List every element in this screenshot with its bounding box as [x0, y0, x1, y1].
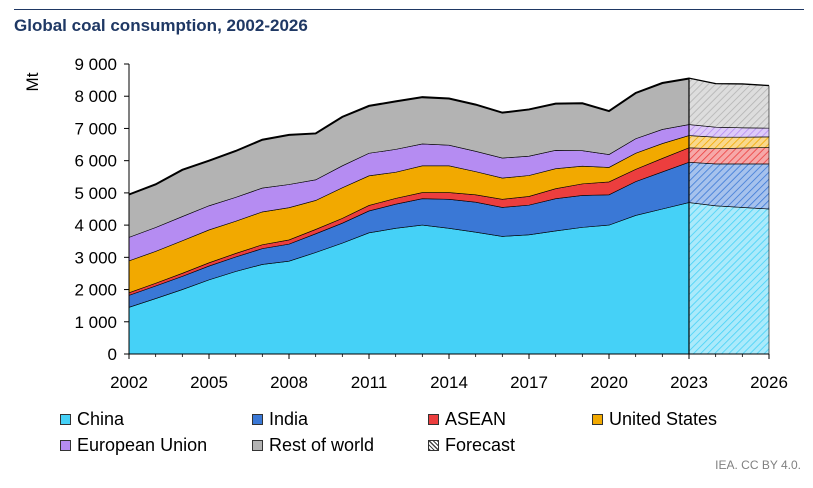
legend-item-forecast: Forecast [428, 434, 515, 456]
x-tick-label: 2002 [110, 373, 148, 392]
x-tick-label: 2017 [510, 373, 548, 392]
legend-swatch [252, 439, 263, 451]
legend-swatch [428, 413, 439, 425]
x-tick-label: 2023 [670, 373, 708, 392]
legend-item-asean: ASEAN [428, 408, 506, 430]
y-tick-label: 4 000 [74, 216, 117, 235]
x-tick-label: 2008 [270, 373, 308, 392]
y-tick-label: 7 000 [74, 119, 117, 138]
area-asean-forecast [688, 147, 770, 165]
legend-item-european-union: European Union [60, 434, 207, 456]
top-rule [14, 9, 804, 10]
legend-swatch [60, 413, 71, 425]
area-china-forecast [688, 202, 770, 355]
y-axis-label: Mt [23, 72, 42, 91]
area-united-states-forecast [688, 135, 770, 150]
y-tick-label: 6 000 [74, 152, 117, 171]
legend: China India ASEAN United States European Uni… [60, 408, 800, 456]
chart-title: Global coal consumption, 2002-2026 [14, 16, 308, 35]
legend-label: Rest of world [269, 434, 375, 455]
x-tick-label: 2026 [750, 373, 788, 392]
legend-item-india: India [252, 408, 308, 430]
y-tick-label: 2 000 [74, 281, 117, 300]
y-tick-label: 0 [108, 345, 117, 364]
x-tick-label: 2011 [351, 373, 388, 392]
y-tick-label: 8 000 [74, 87, 117, 106]
total-outline [128, 77, 770, 196]
x-tick-label: 2014 [430, 373, 468, 392]
legend-swatch [252, 413, 263, 425]
legend-label: United States [609, 408, 718, 429]
x-tick-label: 2020 [590, 373, 628, 392]
legend-label: ASEAN [445, 408, 507, 429]
legend-item-united-states: United States [592, 408, 717, 430]
legend-item-china: China [60, 408, 124, 430]
y-tick-label: 9 000 [74, 55, 117, 74]
area-india-forecast [688, 161, 770, 210]
legend-item-rest-of-world: Rest of world [252, 434, 374, 456]
y-tick-label: 5 000 [74, 184, 117, 203]
legend-swatch [60, 439, 71, 451]
legend-label: India [269, 408, 309, 429]
legend-label: China [77, 408, 125, 429]
legend-label: Forecast [445, 434, 516, 455]
credit-text: IEA. CC BY 4.0. [715, 458, 801, 472]
y-tick-label: 1 000 [74, 313, 117, 332]
x-tick-label: 2005 [190, 373, 228, 392]
legend-swatch [592, 413, 603, 425]
y-tick-label: 3 000 [74, 248, 117, 267]
area-rest-of-world-forecast [688, 78, 770, 129]
legend-swatch [428, 439, 439, 451]
legend-label: European Union [77, 434, 208, 455]
